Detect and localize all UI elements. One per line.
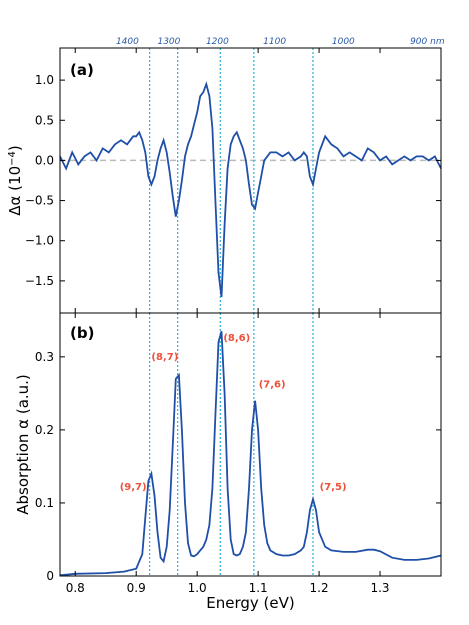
x-tick-label: 1.0 [188, 581, 207, 595]
panel-b-label: (b) [70, 324, 94, 342]
panel-b-ytick-label: 0.1 [35, 496, 54, 510]
top-wavelength-tick-label: 1100 [263, 37, 286, 47]
panel-a-label: (a) [70, 61, 94, 79]
peak-label: (7,5) [320, 482, 347, 493]
top-wavelength-tick-label: 1300 [157, 37, 180, 47]
panel-b-ylabel: Absorption α (a.u.) [14, 374, 32, 515]
panel-a-ytick-label: 0.0 [35, 153, 54, 167]
top-wavelength-axis: 1400 1300 1200 1100 1000 900 nm [116, 37, 445, 47]
top-wavelength-tick-label: 900 nm [410, 37, 445, 47]
panel-b-absorption-curve [59, 331, 442, 577]
panel-a-ytick-label: 0.5 [35, 113, 54, 127]
x-tick-label: 1.3 [370, 581, 389, 595]
x-tick-label: 0.8 [66, 581, 85, 595]
x-axis-label: Energy (eV) [206, 594, 294, 612]
top-wavelength-tick-label: 1000 [332, 37, 355, 47]
peak-label: (8,7) [151, 352, 178, 363]
panel-b-ytick-label: 0.3 [35, 350, 54, 364]
x-tick-label: 1.2 [310, 581, 329, 595]
panel-a-difference-curve [59, 81, 442, 298]
top-wavelength-tick-label: 1400 [116, 37, 139, 47]
panel-b: 0 0.1 0.2 0.3 0.8 0.9 1.0 1.1 1.2 1.3 (9,7) (8,7)… [14, 312, 442, 595]
panel-a: −1.5 −1.0 −0.5 0.0 0.5 1.0 (a) Δα (10−4) [6, 47, 442, 314]
panel-b-ytick-label: 0.2 [35, 423, 54, 437]
top-wavelength-tick-label: 1200 [206, 37, 229, 47]
panel-a-frame [59, 47, 442, 314]
peak-label: (8,6) [223, 333, 250, 344]
panel-a-ytick-label: 1.0 [35, 73, 54, 87]
panel-a-ylabel: Δα (10−4) [6, 145, 24, 215]
panel-a-ytick-label: −1.5 [25, 274, 54, 288]
peak-label: (9,7) [120, 482, 147, 493]
panel-a-ytick-label: −1.0 [25, 234, 54, 248]
x-tick-label: 1.1 [249, 581, 268, 595]
panel-b-frame [59, 312, 442, 577]
panel-a-ytick-label: −0.5 [25, 194, 54, 208]
peak-label: (7,6) [259, 380, 286, 391]
panel-b-ytick-label: 0 [46, 569, 54, 583]
x-tick-label: 0.9 [127, 581, 146, 595]
